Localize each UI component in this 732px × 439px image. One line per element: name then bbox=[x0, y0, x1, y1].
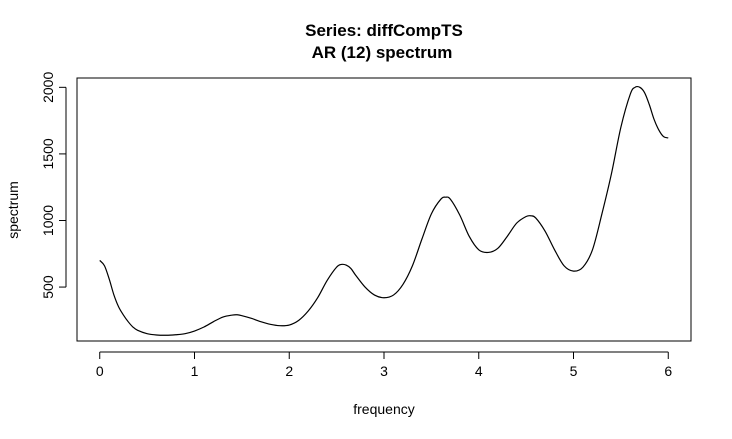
y-axis-label: spectrum bbox=[5, 181, 21, 239]
y-axis: 500 1000 1500 2000 bbox=[40, 72, 67, 299]
x-tick-label: 2 bbox=[285, 363, 293, 379]
series-layer bbox=[99, 85, 669, 336]
x-tick-label: 5 bbox=[570, 363, 578, 379]
x-tick-label: 1 bbox=[191, 363, 199, 379]
x-axis: 0 1 2 3 4 5 6 bbox=[96, 351, 672, 379]
chart-subtitle: AR (12) spectrum bbox=[312, 43, 453, 62]
plot-frame bbox=[76, 77, 692, 342]
spectrum-series-line bbox=[99, 85, 669, 336]
x-tick-label: 0 bbox=[96, 363, 104, 379]
x-axis-label: frequency bbox=[353, 401, 414, 417]
y-tick-label: 1500 bbox=[40, 138, 56, 169]
y-tick-label: 500 bbox=[40, 275, 56, 299]
x-tick-label: 3 bbox=[380, 363, 388, 379]
y-tick-label: 2000 bbox=[40, 72, 56, 103]
chart-title: Series: diffCompTS bbox=[305, 21, 463, 40]
x-tick-label: 6 bbox=[664, 363, 672, 379]
x-tick-label: 4 bbox=[475, 363, 483, 379]
y-tick-label: 1000 bbox=[40, 205, 56, 236]
